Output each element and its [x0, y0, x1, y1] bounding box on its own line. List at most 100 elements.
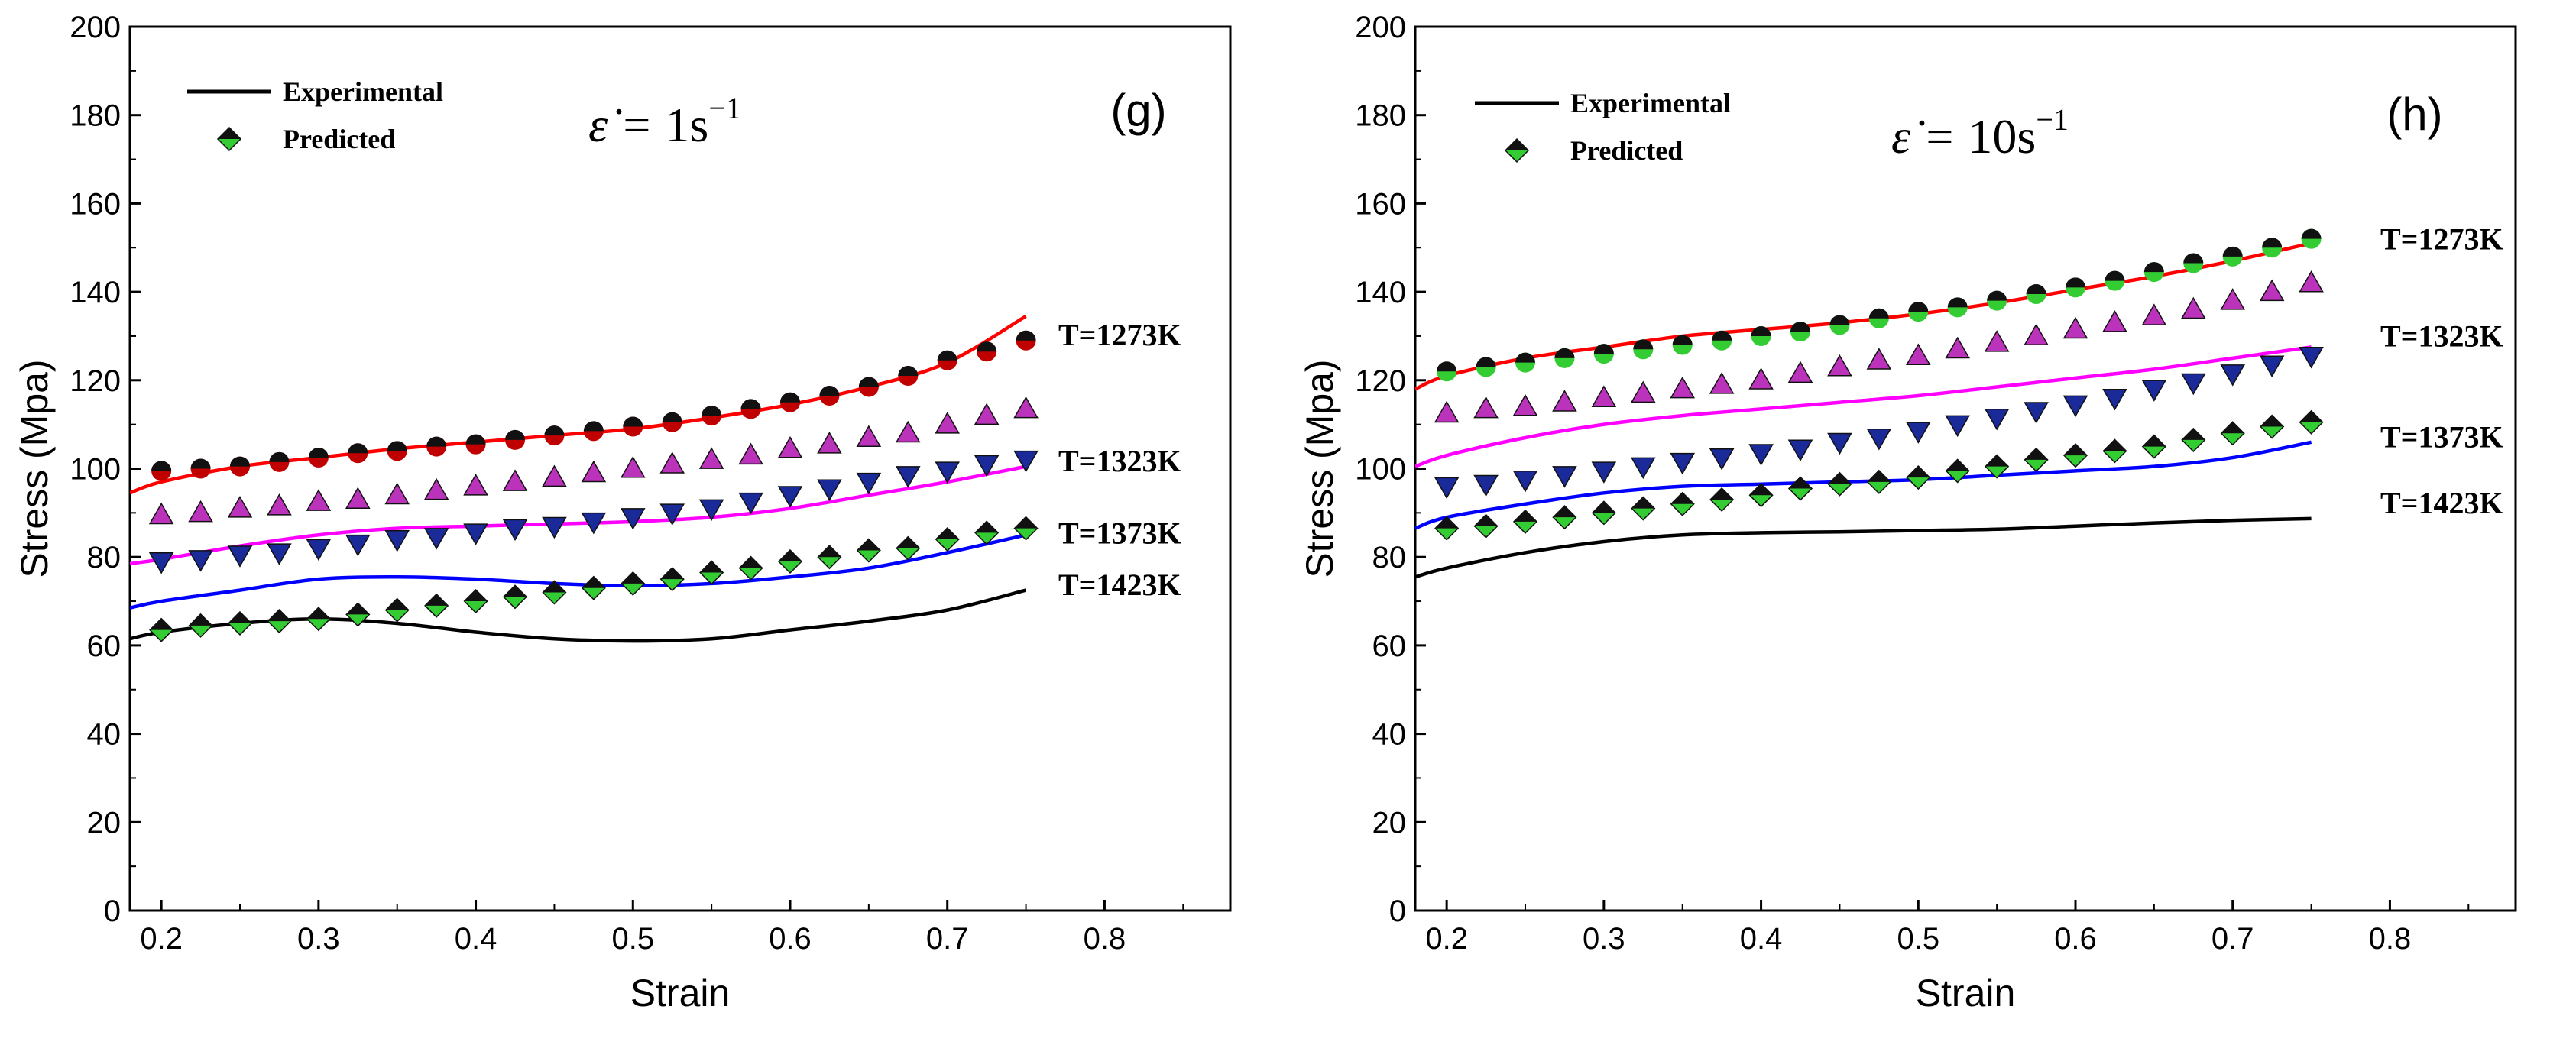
predicted-point: [2180, 296, 2206, 319]
predicted-point: [1473, 396, 1499, 419]
predicted-point: [1473, 474, 1499, 497]
panel-label: (g): [1110, 85, 1166, 136]
predicted-point: [1945, 336, 1971, 359]
predicted-point: [974, 455, 1000, 477]
predicted-point-cap: [2103, 439, 2127, 451]
predicted-point-cap: [348, 443, 368, 454]
predicted-point-cap: [1828, 472, 1852, 484]
predicted-point-cap: [935, 528, 959, 540]
predicted-point-cap: [1985, 455, 2009, 467]
predicted-point: [738, 442, 763, 465]
predicted-point-cap: [1553, 506, 1576, 518]
predicted-point: [1905, 422, 1931, 444]
y-tick-label: 20: [87, 806, 122, 840]
predicted-point-cap: [2105, 270, 2125, 281]
predicted-point-cap: [230, 456, 250, 467]
predicted-point: [1552, 390, 1577, 412]
series-T=1273K: [1415, 228, 2322, 391]
predicted-point-cap: [385, 598, 409, 610]
predicted-point: [895, 466, 921, 488]
predicted-point-cap: [582, 576, 605, 588]
predicted-point: [542, 464, 567, 487]
predicted-point-cap: [505, 429, 525, 440]
x-axis-label: Strain: [630, 972, 731, 1014]
predicted-point-cap: [1987, 290, 2007, 301]
experimental-line-T=1323K: [130, 464, 1027, 566]
predicted-point-cap: [977, 341, 997, 352]
y-tick-label: 80: [1372, 541, 1407, 574]
predicted-point-cap: [1435, 516, 1459, 529]
predicted-point: [1630, 457, 1656, 480]
predicted-point-cap: [660, 568, 684, 580]
predicted-point-cap: [2301, 228, 2322, 239]
predicted-point-cap: [702, 406, 722, 416]
predicted-point-cap: [2182, 428, 2205, 440]
predicted-point: [2141, 380, 2167, 402]
predicted-point-cap: [544, 425, 565, 436]
rate-exponent: −1: [2036, 102, 2069, 137]
series-T=1423K: [130, 516, 1039, 643]
temperature-label: T=1423K: [2380, 486, 2503, 520]
predicted-point-cap: [543, 581, 566, 593]
predicted-point: [738, 492, 763, 515]
predicted-point-cap: [306, 607, 330, 620]
legend-predicted: Predicted: [283, 124, 395, 154]
predicted-point: [423, 477, 449, 500]
predicted-point-cap: [937, 350, 957, 361]
predicted-point: [1591, 461, 1617, 484]
predicted-point: [188, 500, 213, 522]
y-tick-label: 100: [1355, 453, 1406, 487]
predicted-point-cap: [780, 392, 800, 403]
predicted-point-cap: [621, 571, 645, 584]
rate-exponent: −1: [708, 91, 741, 125]
predicted-point-cap: [818, 545, 841, 558]
x-tick-label: 0.4: [1740, 922, 1783, 956]
x-tick-label: 0.7: [926, 922, 969, 956]
rate-value: 10s: [1968, 109, 2036, 163]
predicted-point-cap: [387, 441, 407, 451]
predicted-point: [384, 482, 410, 505]
temperature-label: T=1373K: [1058, 516, 1181, 550]
y-tick-label: 200: [1355, 11, 1406, 44]
temperature-label: T=1323K: [2380, 319, 2503, 353]
predicted-point: [2062, 395, 2088, 418]
predicted-point-cap: [346, 603, 370, 615]
y-tick-label: 160: [1355, 187, 1406, 221]
predicted-point-cap: [1712, 330, 1732, 341]
predicted-point-cap: [269, 451, 290, 462]
predicted-point: [856, 425, 882, 448]
predicted-point: [502, 519, 528, 542]
predicted-point-cap: [623, 416, 643, 427]
predicted-point-cap: [2066, 277, 2085, 288]
predicted-point: [1866, 429, 1892, 451]
predicted-point: [581, 460, 607, 483]
predicted-point: [1984, 408, 2010, 431]
predicted-point: [2102, 310, 2127, 332]
predicted-point: [895, 420, 921, 443]
experimental-line-T=1373K: [130, 533, 1027, 610]
predicted-point-cap: [504, 585, 527, 597]
predicted-point-cap: [2026, 283, 2046, 294]
predicted-point-cap: [1515, 352, 1535, 363]
predicted-point-cap: [1631, 497, 1655, 509]
predicted-point: [777, 486, 803, 508]
predicted-point: [777, 435, 803, 458]
predicted-point-cap: [700, 561, 724, 573]
temperature-label: T=1273K: [1058, 318, 1181, 352]
y-tick-label: 40: [1372, 718, 1407, 752]
x-tick-label: 0.5: [1897, 922, 1939, 956]
predicted-point: [1630, 380, 1656, 403]
predicted-point: [1434, 400, 1460, 423]
chart-panel-h: 0 20 40 60 80 100 120 140 160 180 200 0.2 0.3 0.4 0.5 0…: [1298, 11, 2517, 1014]
predicted-point-cap: [1946, 459, 1969, 471]
y-tick-label: 120: [70, 364, 121, 398]
predicted-point: [502, 469, 528, 491]
legend-marker-swatch-cap: [1505, 139, 1528, 150]
legend: Experimental Predicted: [1475, 88, 1731, 166]
predicted-point-cap: [1749, 484, 1773, 496]
predicted-point: [1945, 415, 1971, 438]
predicted-point-cap: [308, 448, 329, 458]
predicted-point-cap: [583, 421, 604, 432]
predicted-point-cap: [2222, 246, 2243, 257]
predicted-point: [1670, 376, 1696, 399]
